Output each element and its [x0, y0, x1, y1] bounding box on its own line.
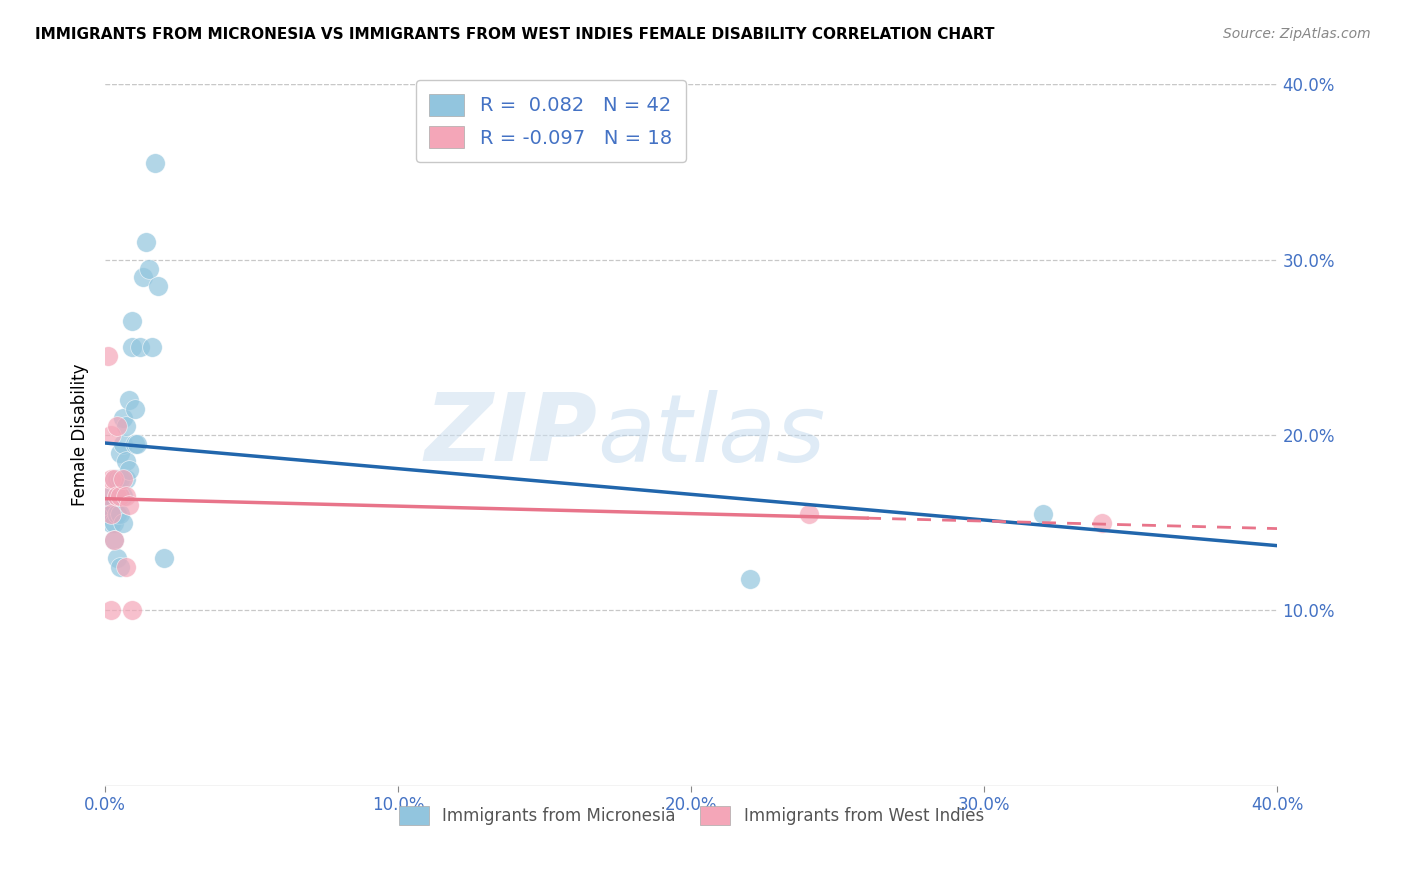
Text: ZIP: ZIP	[425, 389, 598, 481]
Point	[118, 463, 141, 477]
Point	[100, 603, 122, 617]
Point	[138, 261, 160, 276]
Point	[114, 454, 136, 468]
Point	[108, 472, 131, 486]
Point	[114, 490, 136, 504]
Point	[124, 437, 146, 451]
Point	[103, 533, 125, 548]
Point	[97, 349, 120, 363]
Point	[105, 490, 128, 504]
Point	[153, 550, 176, 565]
Point	[108, 445, 131, 459]
Point	[143, 156, 166, 170]
Point	[111, 472, 134, 486]
Point	[108, 507, 131, 521]
Point	[114, 472, 136, 486]
Point	[100, 490, 122, 504]
Point	[97, 498, 120, 512]
Point	[103, 498, 125, 512]
Point	[738, 572, 761, 586]
Point	[105, 472, 128, 486]
Point	[105, 490, 128, 504]
Point	[121, 341, 143, 355]
Point	[100, 516, 122, 530]
Point	[97, 507, 120, 521]
Point	[111, 490, 134, 504]
Point	[103, 533, 125, 548]
Point	[100, 507, 122, 521]
Point	[127, 437, 149, 451]
Point	[97, 490, 120, 504]
Legend: Immigrants from Micronesia, Immigrants from West Indies: Immigrants from Micronesia, Immigrants f…	[391, 797, 993, 833]
Point	[797, 507, 820, 521]
Point	[103, 516, 125, 530]
Point	[114, 419, 136, 434]
Point	[121, 603, 143, 617]
Point	[103, 472, 125, 486]
Point	[1090, 516, 1112, 530]
Point	[111, 437, 134, 451]
Text: IMMIGRANTS FROM MICRONESIA VS IMMIGRANTS FROM WEST INDIES FEMALE DISABILITY CORR: IMMIGRANTS FROM MICRONESIA VS IMMIGRANTS…	[35, 27, 994, 42]
Point	[100, 472, 122, 486]
Point	[132, 270, 155, 285]
Point	[129, 341, 152, 355]
Point	[135, 235, 157, 250]
Point	[100, 428, 122, 442]
Point	[108, 490, 131, 504]
Point	[103, 472, 125, 486]
Point	[105, 550, 128, 565]
Point	[114, 559, 136, 574]
Point	[1032, 507, 1054, 521]
Point	[111, 410, 134, 425]
Point	[141, 341, 163, 355]
Point	[121, 314, 143, 328]
Text: Source: ZipAtlas.com: Source: ZipAtlas.com	[1223, 27, 1371, 41]
Point	[118, 498, 141, 512]
Text: atlas: atlas	[598, 390, 825, 481]
Point	[111, 516, 134, 530]
Point	[105, 419, 128, 434]
Point	[124, 401, 146, 416]
Point	[100, 507, 122, 521]
Point	[108, 559, 131, 574]
Point	[105, 507, 128, 521]
Point	[108, 490, 131, 504]
Point	[146, 279, 169, 293]
Point	[118, 392, 141, 407]
Y-axis label: Female Disability: Female Disability	[72, 364, 89, 507]
